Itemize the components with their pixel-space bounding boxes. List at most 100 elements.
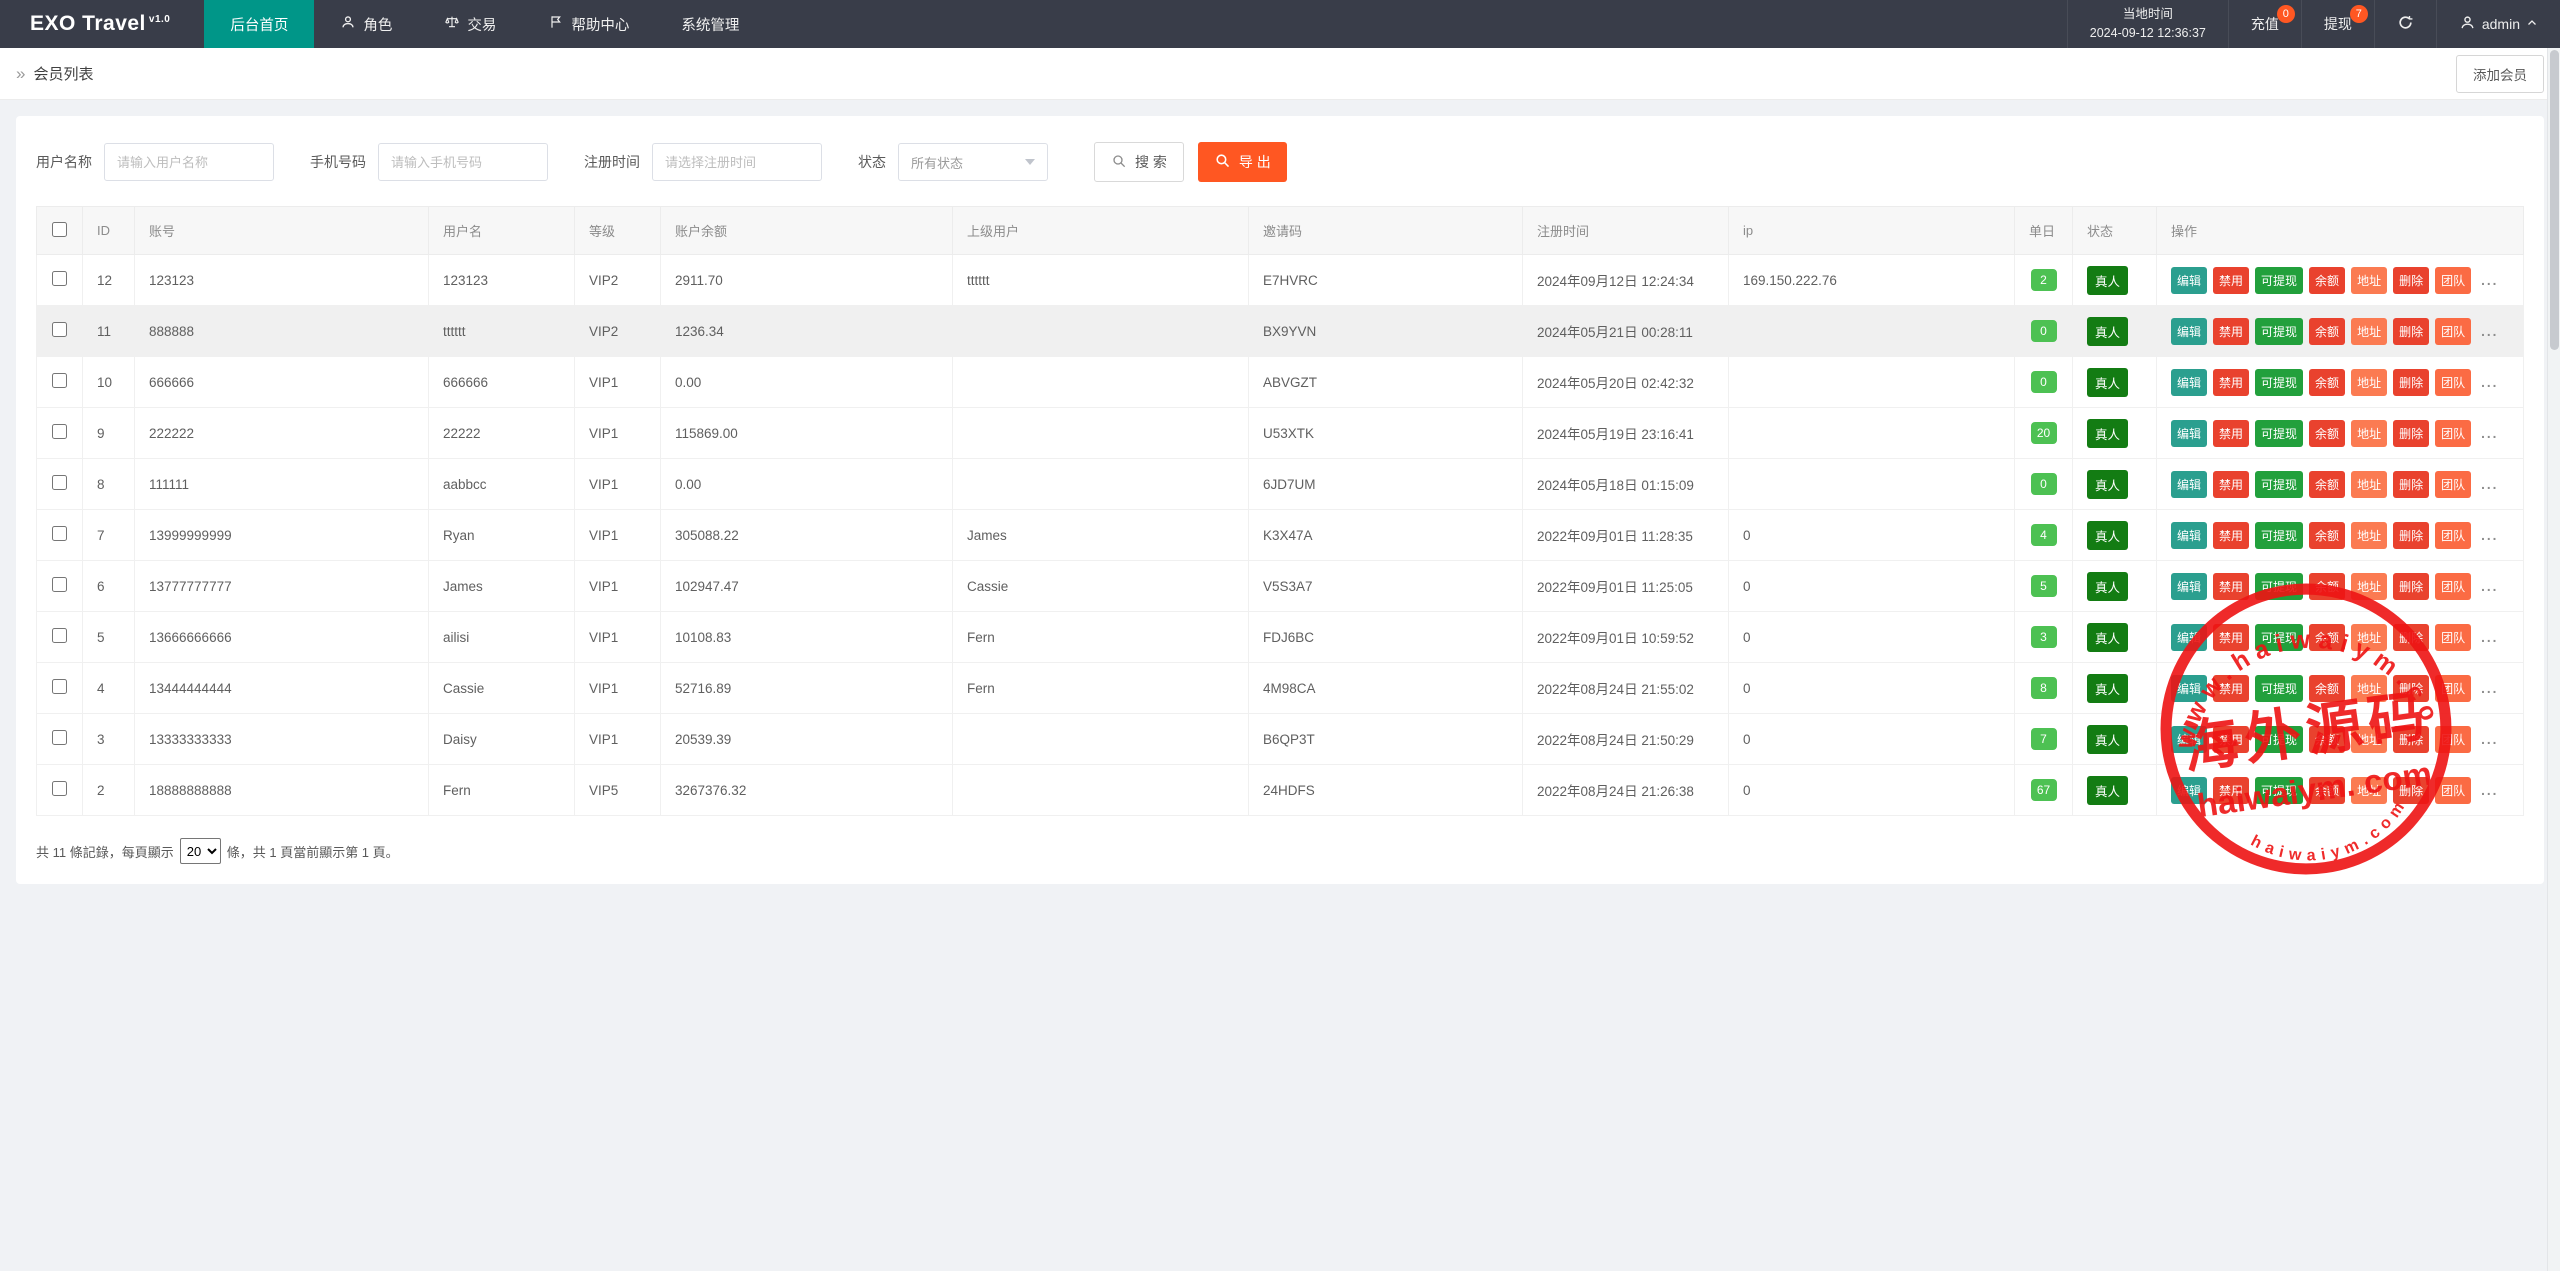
withdraw-allowed-button[interactable]: 可提现 bbox=[2255, 521, 2304, 549]
reg-time-filter-input[interactable] bbox=[652, 143, 822, 181]
withdraw-allowed-button[interactable]: 可提现 bbox=[2255, 266, 2304, 294]
disable-button[interactable]: 禁用 bbox=[2213, 725, 2250, 753]
withdraw-allowed-button[interactable]: 可提现 bbox=[2255, 419, 2304, 447]
row-checkbox[interactable] bbox=[52, 373, 67, 388]
search-button[interactable]: 搜 索 bbox=[1094, 142, 1184, 182]
team-button[interactable]: 团队 bbox=[2435, 266, 2472, 294]
disable-button[interactable]: 禁用 bbox=[2213, 674, 2250, 702]
withdraw-allowed-button[interactable]: 可提现 bbox=[2255, 674, 2304, 702]
menu-item-system[interactable]: 系统管理 bbox=[655, 0, 765, 48]
delete-button[interactable]: 删除 bbox=[2393, 266, 2430, 294]
address-button[interactable]: 地址 bbox=[2351, 725, 2388, 753]
address-button[interactable]: 地址 bbox=[2351, 368, 2388, 396]
withdraw-allowed-button[interactable]: 可提现 bbox=[2255, 776, 2304, 804]
row-checkbox[interactable] bbox=[52, 781, 67, 796]
address-button[interactable]: 地址 bbox=[2351, 521, 2388, 549]
withdraw-allowed-button[interactable]: 可提现 bbox=[2255, 725, 2304, 753]
delete-button[interactable]: 删除 bbox=[2393, 776, 2430, 804]
team-button[interactable]: 团队 bbox=[2435, 317, 2472, 345]
more-actions-button[interactable]: ... bbox=[2481, 476, 2499, 492]
balance-button[interactable]: 余额 bbox=[2309, 776, 2346, 804]
vertical-scrollbar[interactable] bbox=[2547, 48, 2560, 1271]
delete-button[interactable]: 删除 bbox=[2393, 572, 2430, 600]
add-member-button[interactable]: 添加会员 bbox=[2456, 54, 2544, 93]
team-button[interactable]: 团队 bbox=[2435, 368, 2472, 396]
scrollbar-thumb[interactable] bbox=[2550, 50, 2559, 350]
delete-button[interactable]: 删除 bbox=[2393, 317, 2430, 345]
row-checkbox[interactable] bbox=[52, 628, 67, 643]
recharge-nav-button[interactable]: 充值 0 bbox=[2227, 0, 2301, 48]
delete-button[interactable]: 删除 bbox=[2393, 419, 2430, 447]
address-button[interactable]: 地址 bbox=[2351, 674, 2388, 702]
address-button[interactable]: 地址 bbox=[2351, 623, 2388, 651]
balance-button[interactable]: 余额 bbox=[2309, 368, 2346, 396]
status-select[interactable]: 所有状态 bbox=[898, 143, 1048, 181]
edit-button[interactable]: 编辑 bbox=[2171, 368, 2208, 396]
app-logo[interactable]: EXO Travel v1.0 bbox=[0, 0, 204, 48]
withdraw-allowed-button[interactable]: 可提现 bbox=[2255, 470, 2304, 498]
team-button[interactable]: 团队 bbox=[2435, 725, 2472, 753]
delete-button[interactable]: 删除 bbox=[2393, 674, 2430, 702]
username-filter-input[interactable] bbox=[104, 143, 274, 181]
balance-button[interactable]: 余额 bbox=[2309, 521, 2346, 549]
address-button[interactable]: 地址 bbox=[2351, 266, 2388, 294]
more-actions-button[interactable]: ... bbox=[2481, 527, 2499, 543]
refresh-button[interactable] bbox=[2373, 0, 2436, 48]
address-button[interactable]: 地址 bbox=[2351, 572, 2388, 600]
more-actions-button[interactable]: ... bbox=[2481, 425, 2499, 441]
disable-button[interactable]: 禁用 bbox=[2213, 266, 2250, 294]
team-button[interactable]: 团队 bbox=[2435, 572, 2472, 600]
address-button[interactable]: 地址 bbox=[2351, 317, 2388, 345]
team-button[interactable]: 团队 bbox=[2435, 419, 2472, 447]
delete-button[interactable]: 删除 bbox=[2393, 470, 2430, 498]
menu-item-roles[interactable]: 角色 bbox=[314, 0, 418, 48]
more-actions-button[interactable]: ... bbox=[2481, 578, 2499, 594]
menu-item-help-center[interactable]: 帮助中心 bbox=[522, 0, 655, 48]
edit-button[interactable]: 编辑 bbox=[2171, 317, 2208, 345]
balance-button[interactable]: 余额 bbox=[2309, 674, 2346, 702]
balance-button[interactable]: 余额 bbox=[2309, 317, 2346, 345]
delete-button[interactable]: 删除 bbox=[2393, 623, 2430, 651]
edit-button[interactable]: 编辑 bbox=[2171, 521, 2208, 549]
edit-button[interactable]: 编辑 bbox=[2171, 674, 2208, 702]
disable-button[interactable]: 禁用 bbox=[2213, 419, 2250, 447]
edit-button[interactable]: 编辑 bbox=[2171, 572, 2208, 600]
menu-item-dashboard[interactable]: 后台首页 bbox=[204, 0, 315, 48]
menu-item-trade[interactable]: 交易 bbox=[418, 0, 522, 48]
delete-button[interactable]: 删除 bbox=[2393, 521, 2430, 549]
edit-button[interactable]: 编辑 bbox=[2171, 266, 2208, 294]
delete-button[interactable]: 删除 bbox=[2393, 725, 2430, 753]
disable-button[interactable]: 禁用 bbox=[2213, 776, 2250, 804]
balance-button[interactable]: 余额 bbox=[2309, 419, 2346, 447]
team-button[interactable]: 团队 bbox=[2435, 521, 2472, 549]
more-actions-button[interactable]: ... bbox=[2481, 731, 2499, 747]
balance-button[interactable]: 余额 bbox=[2309, 470, 2346, 498]
edit-button[interactable]: 编辑 bbox=[2171, 419, 2208, 447]
admin-user-menu[interactable]: admin bbox=[2435, 0, 2560, 48]
edit-button[interactable]: 编辑 bbox=[2171, 470, 2208, 498]
team-button[interactable]: 团队 bbox=[2435, 470, 2472, 498]
row-checkbox[interactable] bbox=[52, 679, 67, 694]
address-button[interactable]: 地址 bbox=[2351, 776, 2388, 804]
more-actions-button[interactable]: ... bbox=[2481, 323, 2499, 339]
withdraw-allowed-button[interactable]: 可提现 bbox=[2255, 572, 2304, 600]
team-button[interactable]: 团队 bbox=[2435, 623, 2472, 651]
row-checkbox[interactable] bbox=[52, 424, 67, 439]
withdraw-allowed-button[interactable]: 可提现 bbox=[2255, 623, 2304, 651]
disable-button[interactable]: 禁用 bbox=[2213, 317, 2250, 345]
disable-button[interactable]: 禁用 bbox=[2213, 572, 2250, 600]
row-checkbox[interactable] bbox=[52, 475, 67, 490]
more-actions-button[interactable]: ... bbox=[2481, 272, 2499, 288]
withdraw-nav-button[interactable]: 提现 7 bbox=[2300, 0, 2374, 48]
team-button[interactable]: 团队 bbox=[2435, 674, 2472, 702]
edit-button[interactable]: 编辑 bbox=[2171, 623, 2208, 651]
balance-button[interactable]: 余额 bbox=[2309, 623, 2346, 651]
balance-button[interactable]: 余额 bbox=[2309, 266, 2346, 294]
delete-button[interactable]: 删除 bbox=[2393, 368, 2430, 396]
more-actions-button[interactable]: ... bbox=[2481, 629, 2499, 645]
row-checkbox[interactable] bbox=[52, 730, 67, 745]
balance-button[interactable]: 余额 bbox=[2309, 572, 2346, 600]
page-size-select[interactable]: 20 bbox=[179, 838, 221, 864]
address-button[interactable]: 地址 bbox=[2351, 470, 2388, 498]
row-checkbox[interactable] bbox=[52, 577, 67, 592]
